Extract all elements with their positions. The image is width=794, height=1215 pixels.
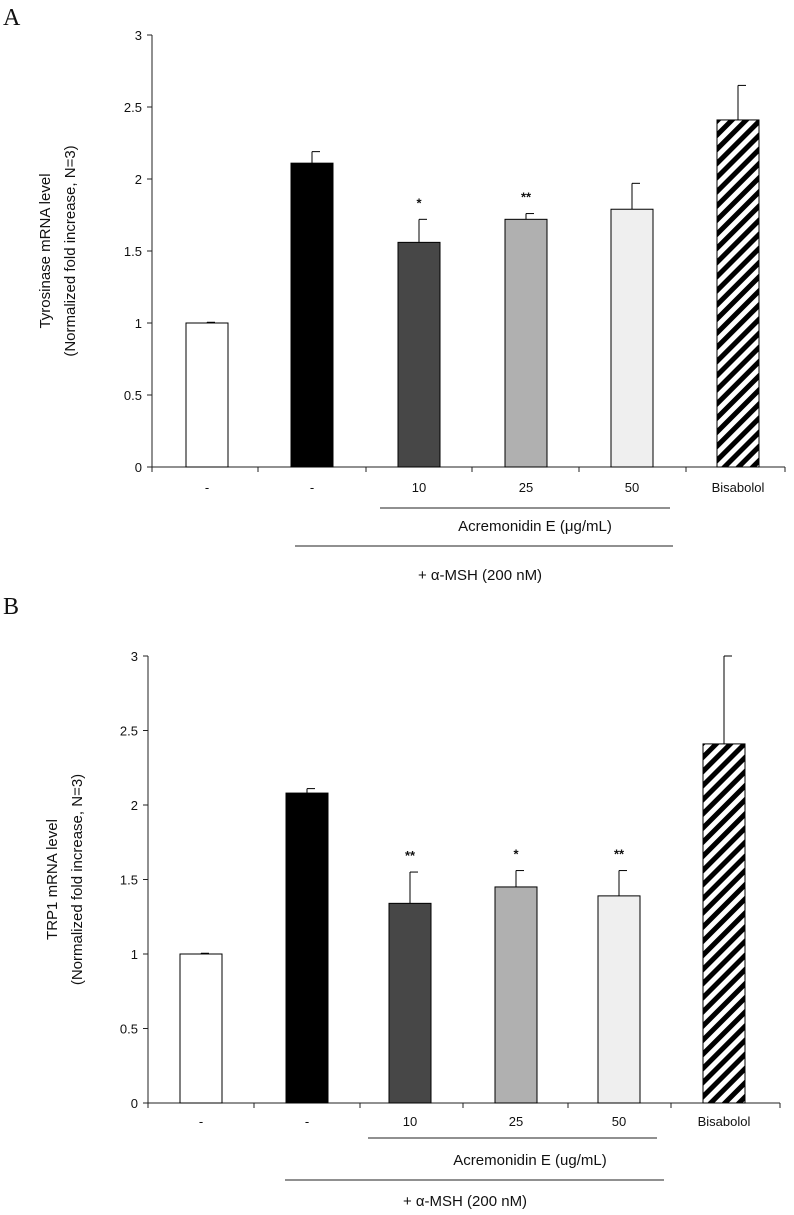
panel-a-bar-4 [504, 218, 548, 468]
panel-b-y-tick-label: 2.5 [120, 724, 138, 739]
panel-a-category-label-6: Bisabolol [712, 480, 765, 495]
panel-a-category-label-3: 10 [412, 480, 426, 495]
panel-b-group-label-inner: Acremonidin E (ug/mL) [453, 1152, 606, 1169]
panel-a-label: A [3, 5, 21, 31]
panel-a-ylabel-line1: Tyrosinase mRNA level [37, 173, 54, 328]
panel-a-bar-5 [610, 208, 654, 468]
panel-b-category-label-2: - [305, 1114, 309, 1129]
panel-a-y-tick-label: 3 [135, 28, 142, 43]
panel-b-bar-1 [179, 953, 223, 1104]
panel-a-category-label-5: 50 [625, 480, 639, 495]
panel-b-y-tick-label: 3 [131, 649, 138, 664]
panel-b-y-tick-label: 2 [131, 798, 138, 813]
panel-b-category-label-5: 50 [612, 1114, 626, 1129]
panel-a-y-tick-label: 1 [135, 316, 142, 331]
panel-a-y-tick-label: 1.5 [124, 244, 142, 259]
panel-a-bar-3 [397, 241, 441, 468]
panel-b-category-label-1: - [199, 1114, 203, 1129]
panel-b-category-label-4: 25 [509, 1114, 523, 1129]
panel-b-significance-4: * [513, 847, 519, 862]
panel-a-y-tick-label: 0 [135, 460, 142, 475]
panel-a-category-label-1: - [205, 480, 209, 495]
panel-a-ylabel-line2: (Normalized fold increase, N=3) [62, 145, 79, 356]
panel-a-bar-1 [185, 322, 229, 468]
panel-a-y-tick-label: 2.5 [124, 100, 142, 115]
panel-b-ylabel-line1: TRP1 mRNA level [44, 819, 61, 940]
panel-b-label: B [3, 594, 19, 620]
panel-b-bar-2 [285, 792, 329, 1104]
panel-b-group-label-outer: + α-MSH (200 nM) [403, 1193, 527, 1210]
panel-a-y-tick-label: 0.5 [124, 388, 142, 403]
panel-a-y-tick-label: 2 [135, 172, 142, 187]
panel-b-y-tick-label: 0.5 [120, 1022, 138, 1037]
panel-b-category-label-6: Bisabolol [698, 1114, 751, 1129]
panel-b-bar-4 [494, 886, 538, 1104]
panel-b-category-label-3: 10 [403, 1114, 417, 1129]
panel-b-ylabel-line2: (Normalized fold increase, N=3) [69, 774, 86, 985]
panel-b-y-tick-label: 1 [131, 947, 138, 962]
panel-b-significance-5: ** [614, 847, 625, 862]
panel-a-significance-3: * [416, 195, 422, 210]
panel-b-bar-6 [702, 743, 746, 1104]
panel-b-y-tick-label: 1.5 [120, 873, 138, 888]
panel-a-category-label-4: 25 [519, 480, 533, 495]
panel-b-bar-3 [388, 902, 432, 1104]
panel-b-y-tick-label: 0 [131, 1096, 138, 1111]
panel-a-category-label-2: - [310, 480, 314, 495]
panel-a-bar-2 [290, 162, 334, 468]
panel-a-group-label-inner: Acremonidin E (μg/mL) [458, 518, 612, 535]
panel-a-bar-6 [716, 119, 760, 468]
panel-a-group-label-outer: + α-MSH (200 nM) [418, 567, 542, 584]
panel-a-significance-4: ** [521, 190, 532, 205]
panel-b-bar-5 [597, 895, 641, 1104]
panel-b-significance-3: ** [405, 848, 416, 863]
